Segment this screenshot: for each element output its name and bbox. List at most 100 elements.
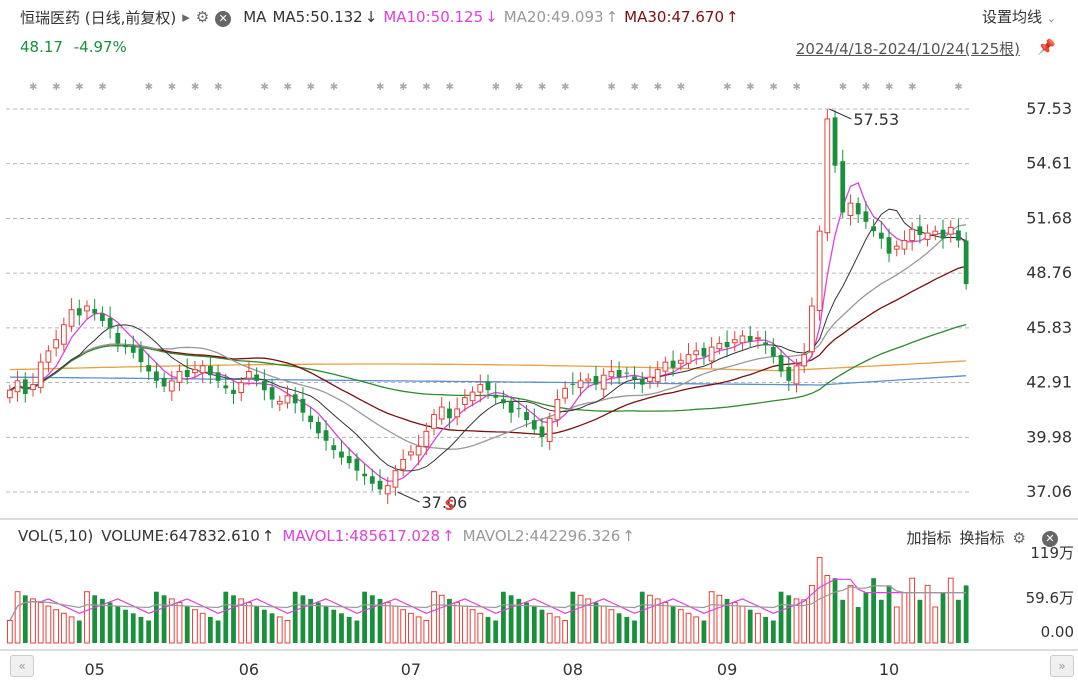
volume-bar bbox=[115, 606, 121, 643]
close-icon[interactable]: ✕ bbox=[1034, 528, 1058, 547]
scroll-left-button[interactable]: « bbox=[10, 655, 34, 677]
ma20-line bbox=[9, 224, 967, 450]
volume-bar bbox=[901, 592, 908, 644]
candle-body bbox=[786, 367, 792, 381]
annotation-arrow bbox=[829, 108, 852, 120]
volume-bar bbox=[840, 599, 846, 643]
volume-bar bbox=[269, 613, 275, 643]
candle-body bbox=[909, 228, 916, 242]
event-marker: ✱ bbox=[631, 82, 639, 93]
volume-tools: 加指标 换指标 ⚙ ✕ bbox=[899, 527, 1058, 548]
volume-bar bbox=[60, 612, 67, 644]
candle-body bbox=[600, 374, 607, 390]
gear-icon[interactable]: ⚙ bbox=[195, 8, 210, 26]
candle-body bbox=[300, 398, 306, 413]
candle-body bbox=[231, 389, 236, 394]
close-icon[interactable]: ✕ bbox=[215, 8, 237, 27]
volume-bar bbox=[53, 609, 60, 644]
volume-bar bbox=[832, 578, 838, 643]
candle-body bbox=[269, 387, 275, 400]
volume-bar bbox=[22, 595, 28, 643]
chart-header: 恒瑞医药 (日线,前复权) ▸ ⚙ ✕ MA MA5:50.132 ↓ MA10… bbox=[20, 6, 745, 28]
candle-body bbox=[323, 430, 329, 441]
candle-body bbox=[107, 317, 113, 329]
candle-body bbox=[223, 385, 229, 389]
volume-bar bbox=[423, 620, 430, 644]
volume-bar bbox=[92, 595, 98, 643]
candle-body bbox=[369, 476, 375, 484]
annotation-label: 37.06 bbox=[421, 493, 467, 512]
volume-bar bbox=[616, 613, 622, 643]
volume-bar bbox=[192, 609, 198, 644]
volume-bar bbox=[238, 598, 245, 644]
volume-bar bbox=[339, 613, 344, 643]
candle-body bbox=[246, 371, 252, 379]
event-marker: ✱ bbox=[538, 82, 546, 93]
ma-settings-label: 设置均线 bbox=[981, 8, 1042, 26]
volume-bar bbox=[871, 578, 876, 643]
volume-bar bbox=[847, 584, 854, 644]
ma30-arrow: ↑ bbox=[726, 8, 739, 26]
date-range[interactable]: 2024/4/18-2024/10/24(125根) bbox=[795, 40, 1020, 58]
vol-label: VOL(5,10) bbox=[18, 527, 94, 545]
stock-name[interactable]: 恒瑞医药 (日线,前复权) bbox=[20, 8, 177, 27]
candle-body bbox=[739, 335, 746, 344]
mavol2-line bbox=[9, 585, 967, 621]
volume-tick-label: 119万 bbox=[1030, 544, 1074, 562]
volume-bar bbox=[963, 585, 969, 643]
volume-bar bbox=[407, 612, 414, 644]
candle-body bbox=[415, 445, 422, 456]
candle-body bbox=[716, 342, 723, 350]
volume-bar bbox=[493, 620, 499, 643]
candle-body bbox=[685, 354, 692, 364]
candle-body bbox=[447, 408, 452, 419]
add-indicator-button[interactable]: 加指标 bbox=[906, 529, 952, 547]
event-marker: ✱ bbox=[422, 82, 430, 93]
volume-bar bbox=[184, 606, 190, 643]
chevron-down-icon: ⌄ bbox=[1046, 12, 1056, 25]
volume-bar bbox=[392, 605, 399, 644]
candle-body bbox=[701, 347, 707, 357]
candle-body bbox=[832, 117, 838, 166]
candle-body bbox=[585, 378, 592, 382]
candle-body bbox=[524, 411, 529, 421]
volume-bar bbox=[168, 598, 175, 644]
volume-bar bbox=[369, 595, 375, 643]
volume-bar bbox=[677, 609, 684, 644]
volume-bar bbox=[947, 577, 954, 644]
candle-body bbox=[963, 240, 969, 285]
volume-bar bbox=[786, 595, 792, 643]
scroll-right-button[interactable]: » bbox=[1050, 655, 1074, 677]
pin-icon[interactable]: 📌 bbox=[1037, 38, 1056, 56]
volume-bar bbox=[701, 620, 707, 643]
volume-bar bbox=[431, 591, 437, 644]
event-marker: ✱ bbox=[307, 82, 315, 93]
candle-body bbox=[30, 384, 36, 390]
volume-bar bbox=[123, 609, 128, 643]
candle-body bbox=[377, 480, 383, 490]
volume-bar bbox=[739, 605, 746, 644]
volume-bar bbox=[716, 594, 723, 644]
candle-body bbox=[276, 400, 283, 405]
ma5-value: MA5:50.132 bbox=[272, 8, 363, 26]
candle-body bbox=[562, 387, 569, 399]
volume-bar bbox=[763, 616, 769, 643]
event-marker: ✱ bbox=[330, 82, 338, 93]
candle-body bbox=[238, 382, 245, 393]
event-marker: ✱ bbox=[746, 82, 754, 93]
volume-tick-label: 59.6万 bbox=[1026, 589, 1074, 607]
play-icon[interactable]: ▸ bbox=[182, 8, 190, 26]
switch-indicator-button[interactable]: 换指标 bbox=[959, 529, 1005, 547]
event-marker: ✱ bbox=[654, 82, 662, 93]
candle-body bbox=[878, 232, 884, 239]
candle-body bbox=[138, 348, 144, 363]
gear-icon[interactable]: ⚙ bbox=[1012, 528, 1026, 547]
candle-body bbox=[53, 339, 60, 349]
volume-bar bbox=[84, 591, 90, 644]
candle-body bbox=[677, 359, 684, 364]
ma-settings-button[interactable]: 设置均线 ⌄ bbox=[982, 6, 1056, 27]
price-tick-label: 48.76 bbox=[1026, 263, 1072, 282]
candle-body bbox=[824, 118, 831, 234]
